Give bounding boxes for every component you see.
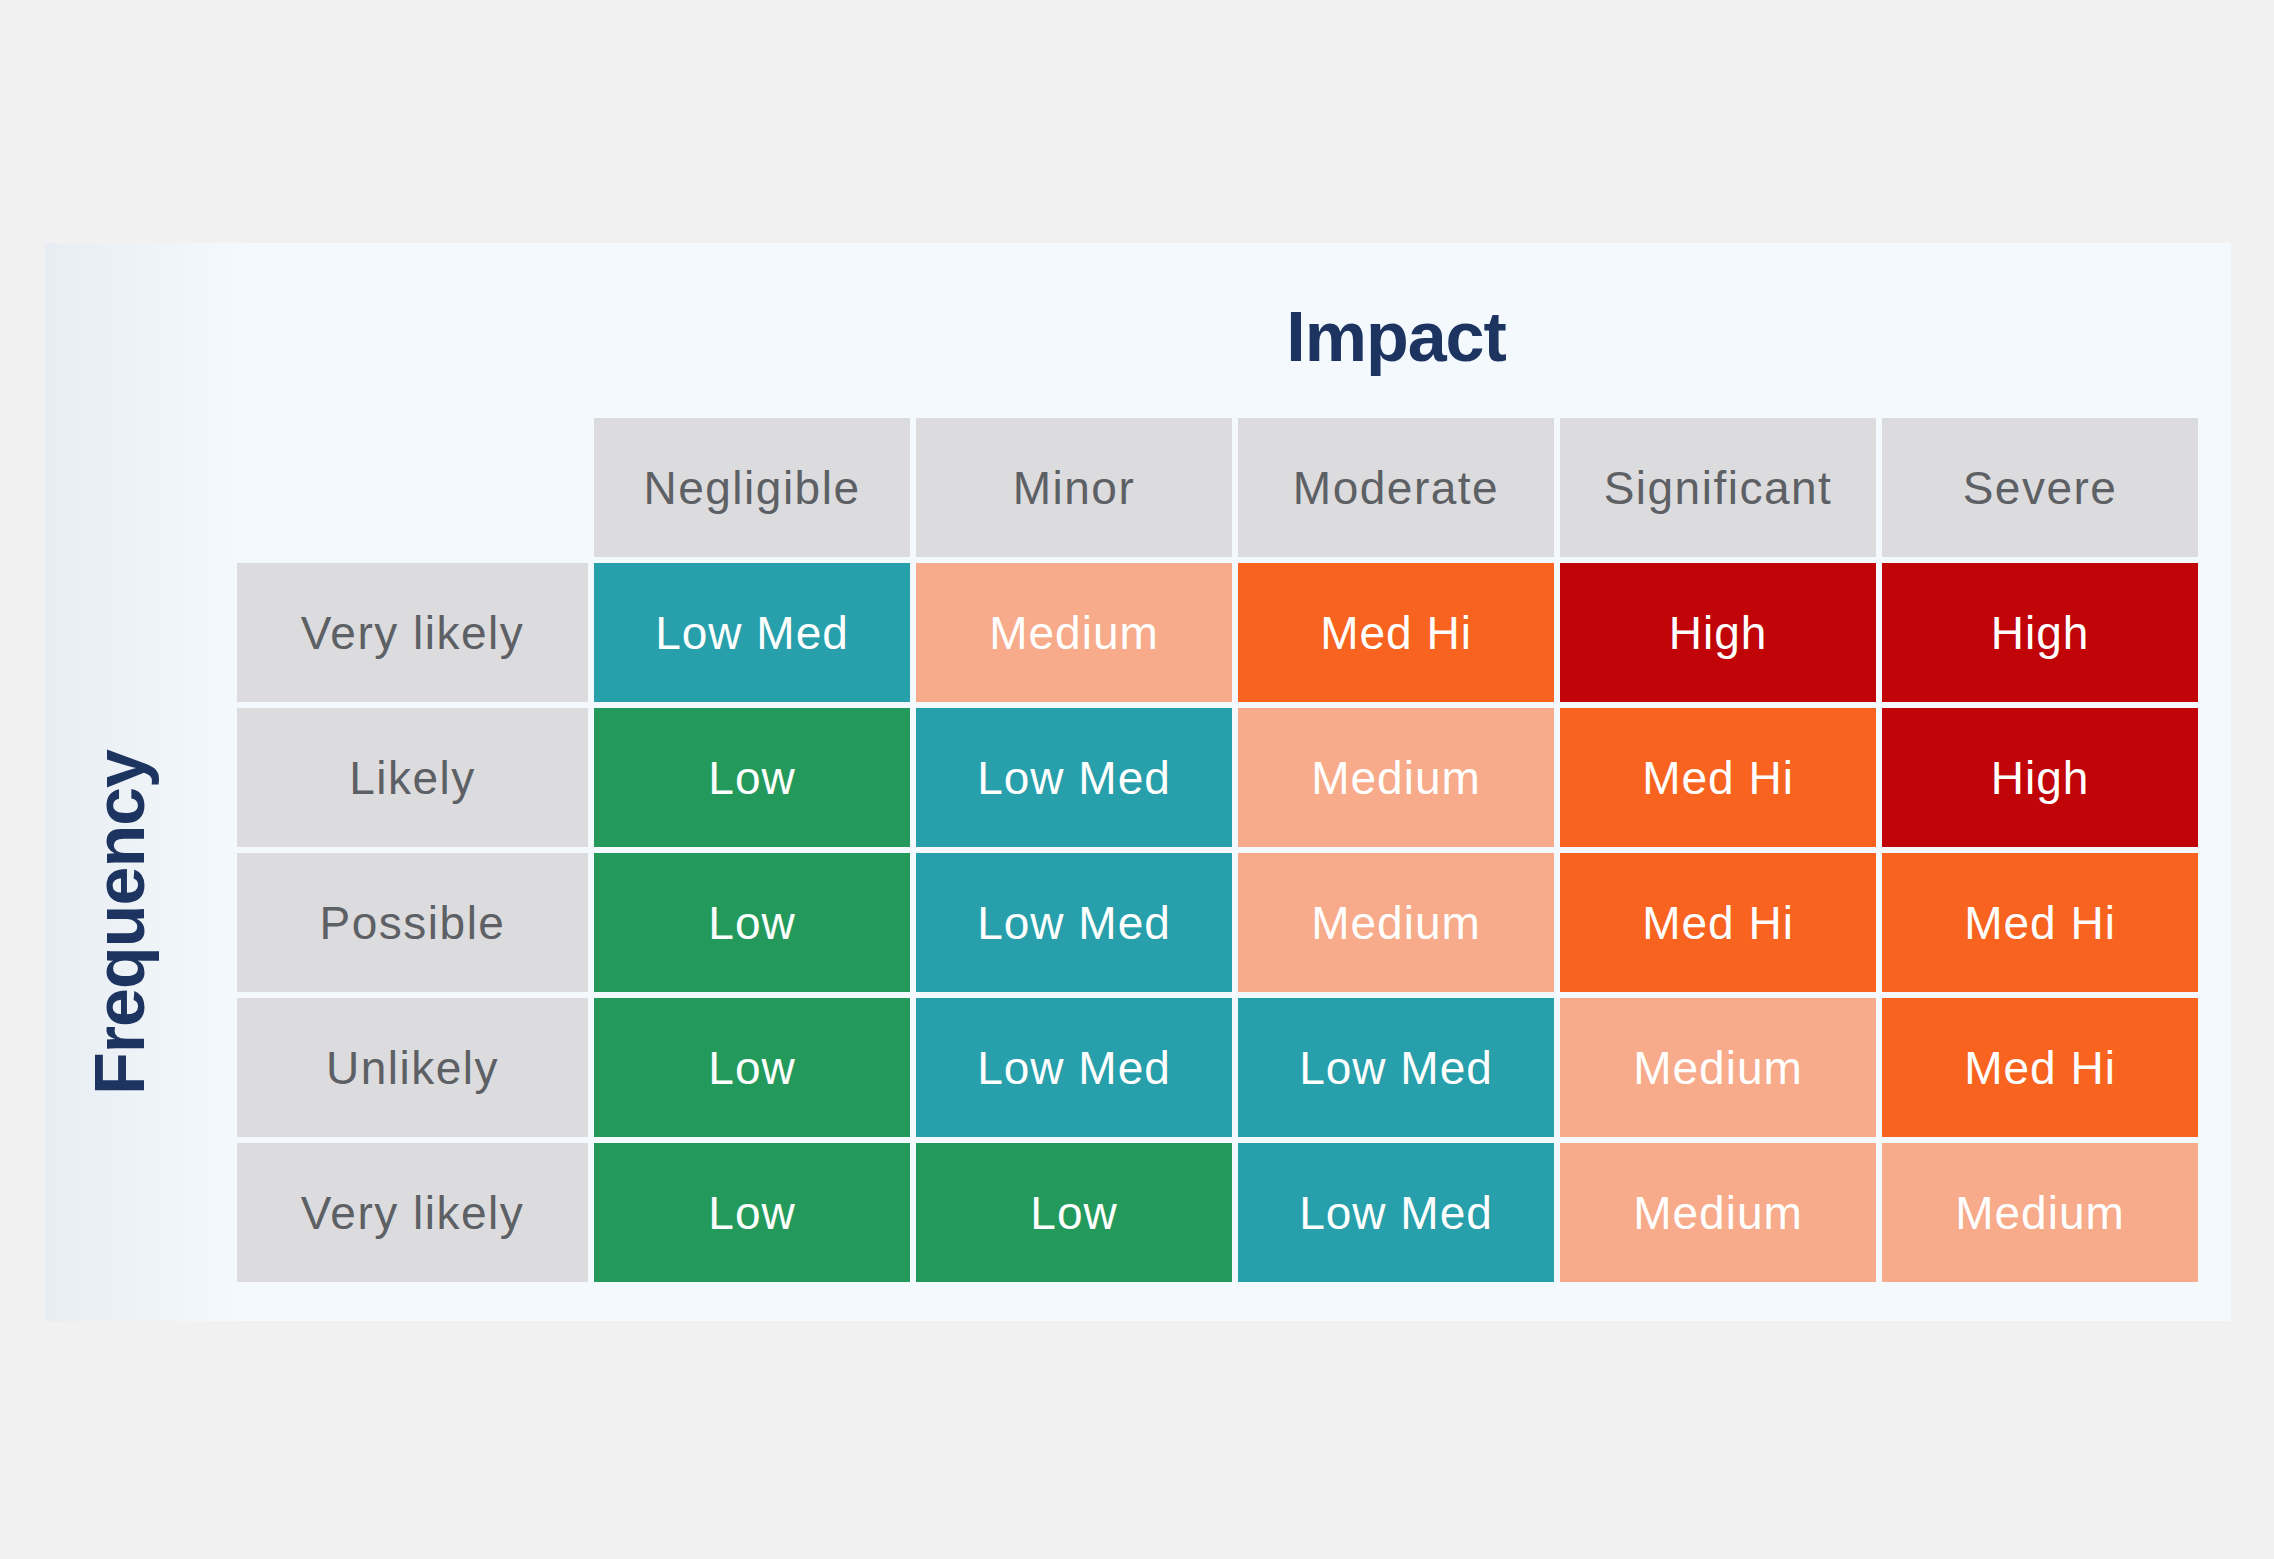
risk-cell: Low [916, 1143, 1232, 1282]
risk-cell: Low Med [594, 563, 910, 702]
frequency-axis-title: Frequency [80, 750, 160, 1095]
frequency-row-header: Unlikely [237, 998, 588, 1137]
risk-cell: Low [594, 708, 910, 847]
risk-cell: Med Hi [1882, 853, 2198, 992]
frequency-row-header: Possible [237, 853, 588, 992]
frequency-axis-title-container: Frequency [40, 563, 200, 1282]
risk-cell: Low Med [916, 998, 1232, 1137]
frequency-row-header: Very likely [237, 1143, 588, 1282]
impact-column-header: Minor [916, 418, 1232, 557]
frequency-row-header: Likely [237, 708, 588, 847]
risk-cell: Medium [1560, 998, 1876, 1137]
risk-matrix-grid: NegligibleMinorModerateSignificantSevere… [237, 418, 2198, 1282]
risk-cell: Medium [916, 563, 1232, 702]
impact-column-header: Moderate [1238, 418, 1554, 557]
risk-cell: Medium [1238, 708, 1554, 847]
risk-cell: Medium [1238, 853, 1554, 992]
impact-column-header: Significant [1560, 418, 1876, 557]
risk-cell: Med Hi [1882, 998, 2198, 1137]
impact-column-header: Negligible [594, 418, 910, 557]
risk-cell: Low Med [916, 708, 1232, 847]
risk-cell: High [1560, 563, 1876, 702]
impact-axis-title: Impact [594, 295, 2198, 379]
risk-cell: High [1882, 708, 2198, 847]
frequency-row-header: Very likely [237, 563, 588, 702]
risk-cell: Med Hi [1238, 563, 1554, 702]
risk-cell: Low Med [1238, 1143, 1554, 1282]
risk-cell: High [1882, 563, 2198, 702]
risk-cell: Medium [1882, 1143, 2198, 1282]
risk-cell: Low Med [1238, 998, 1554, 1137]
risk-cell: Low Med [916, 853, 1232, 992]
impact-column-header: Severe [1882, 418, 2198, 557]
matrix-corner-spacer [237, 418, 588, 557]
risk-cell: Medium [1560, 1143, 1876, 1282]
risk-cell: Low [594, 998, 910, 1137]
risk-cell: Med Hi [1560, 708, 1876, 847]
risk-cell: Low [594, 853, 910, 992]
risk-cell: Low [594, 1143, 910, 1282]
risk-cell: Med Hi [1560, 853, 1876, 992]
